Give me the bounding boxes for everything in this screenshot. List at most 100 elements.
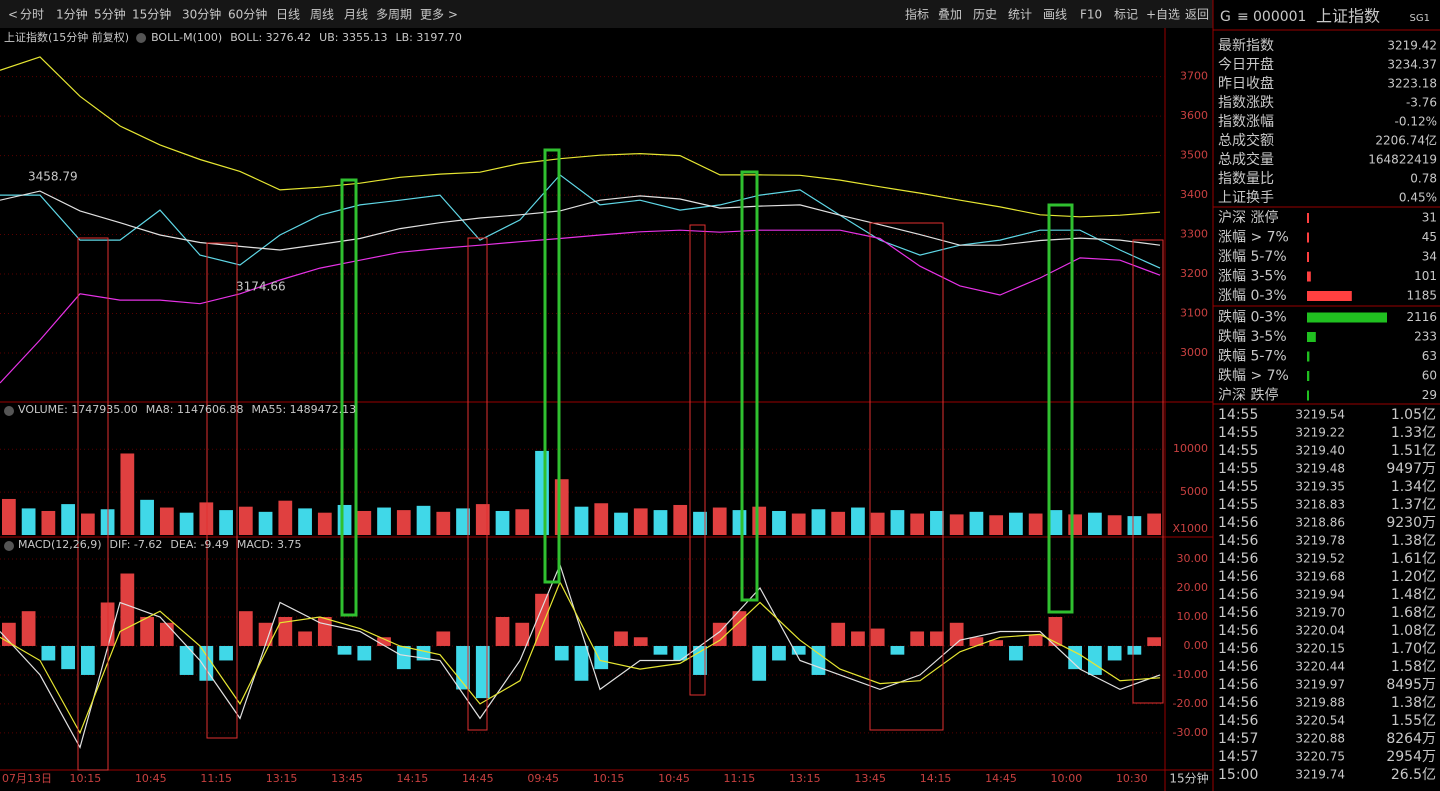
series-line <box>0 190 1161 251</box>
y-tick-label: 30.00 <box>1177 552 1209 565</box>
bar <box>791 513 806 535</box>
bar <box>416 645 431 661</box>
bar <box>554 479 569 535</box>
tool-button[interactable]: 画线 <box>1043 8 1067 22</box>
bar <box>752 645 767 681</box>
bar <box>515 622 530 646</box>
bar <box>1127 516 1142 535</box>
bar <box>1147 637 1161 646</box>
tick-time: 14:57 <box>1218 731 1258 747</box>
tick-amount: 1.55亿 <box>1391 713 1436 729</box>
red-box <box>77 237 109 771</box>
tick-time: 14:55 <box>1218 407 1258 423</box>
tick-time: 14:56 <box>1218 677 1258 693</box>
tick-amount: 26.5亿 <box>1391 767 1436 783</box>
tick-amount: 1.58亿 <box>1391 659 1436 675</box>
bar <box>1009 512 1023 535</box>
bar <box>396 645 411 670</box>
breadth-label: 沪深 涨停 <box>1218 209 1278 226</box>
tool-button[interactable]: +自选 <box>1146 8 1180 22</box>
breadth-bar <box>1307 371 1310 381</box>
period-tab[interactable]: 60分钟 <box>228 7 267 22</box>
bar <box>693 511 707 535</box>
bar <box>594 645 609 670</box>
breadth-bar <box>1307 232 1309 243</box>
x-tick-label: 10:00 <box>1051 772 1083 785</box>
legend-text: 上证指数(15分钟 前复权) <box>4 30 129 44</box>
stat-label: 上证换手 <box>1218 189 1274 206</box>
x-tick-label: 14:45 <box>462 772 494 785</box>
green-box <box>1047 203 1074 614</box>
breadth-label: 沪深 跌停 <box>1218 387 1278 404</box>
period-tab[interactable]: 1分钟 <box>56 7 88 22</box>
back-arrow[interactable]: < <box>8 8 18 22</box>
x-tick-label: 07月13日 <box>2 772 52 785</box>
series-line <box>0 229 1161 384</box>
red-boxes <box>77 222 1164 771</box>
tick-time: 14:56 <box>1218 713 1258 729</box>
breadth-bar <box>1307 390 1309 401</box>
indicator-toggle[interactable] <box>136 33 147 43</box>
legend-text: BOLL-M(100) <box>151 31 222 44</box>
panel-toggle[interactable] <box>4 406 14 416</box>
breadth-value: 1185 <box>1406 289 1437 303</box>
bar <box>258 622 273 646</box>
panel-toggle[interactable] <box>4 541 14 551</box>
stat-label: 总成交量 <box>1218 151 1274 168</box>
tool-button[interactable]: F10 <box>1080 8 1102 22</box>
bar <box>1028 634 1043 646</box>
bar <box>811 509 826 535</box>
tick-price: 3218.86 <box>1295 516 1345 530</box>
x-tick-label: 11:15 <box>724 772 756 785</box>
bar <box>732 510 747 535</box>
tick-time: 15:00 <box>1218 767 1258 783</box>
period-tab[interactable]: 15分钟 <box>132 7 171 22</box>
bar <box>772 645 786 661</box>
period-tab[interactable]: 5分钟 <box>94 7 126 22</box>
period-tab[interactable]: 月线 <box>344 8 368 22</box>
breadth-label: 涨幅 0-3% <box>1218 288 1287 304</box>
period-tab[interactable]: 周线 <box>310 8 334 22</box>
stat-label: 今日开盘 <box>1218 56 1274 73</box>
bar <box>633 637 648 646</box>
bar <box>1088 512 1102 535</box>
bar <box>831 511 846 535</box>
tool-button[interactable]: 历史 <box>973 8 997 22</box>
period-tab[interactable]: 日线 <box>276 8 300 22</box>
period-tab[interactable]: 多周期 <box>376 8 412 22</box>
tick-time: 14:56 <box>1218 605 1258 621</box>
period-tab[interactable]: 分时 <box>20 8 44 22</box>
tool-button[interactable]: 指标 <box>905 7 929 22</box>
bar <box>653 510 668 535</box>
tick-price: 3220.04 <box>1295 624 1345 638</box>
bar <box>317 616 332 646</box>
x-tick-label: 14:15 <box>397 772 429 785</box>
tick-price: 3219.94 <box>1295 588 1345 602</box>
green-box <box>543 148 561 584</box>
tick-amount: 8495万 <box>1386 677 1436 693</box>
breadth-label: 涨幅 3-5% <box>1218 269 1287 285</box>
tick-price: 3219.68 <box>1295 570 1345 584</box>
tick-amount: 1.51亿 <box>1391 443 1436 459</box>
stat-label: 指数量比 <box>1218 171 1274 187</box>
legend-text: VOLUME: 1747935.00 <box>18 403 138 416</box>
bar <box>238 611 253 646</box>
y-tick-label: 3200 <box>1180 267 1208 280</box>
period-tab[interactable]: 更多 > <box>420 8 458 22</box>
bar <box>890 645 905 655</box>
stat-label: 指数涨跌 <box>1218 95 1274 111</box>
tick-price: 3220.44 <box>1295 660 1345 674</box>
bar <box>436 631 451 646</box>
x-tick-label: 13:45 <box>331 772 363 785</box>
red-box <box>869 222 944 731</box>
tool-button[interactable]: 标记 <box>1114 8 1138 22</box>
y-tick-label: 3300 <box>1180 228 1208 241</box>
bar <box>80 645 95 675</box>
tool-button[interactable]: 统计 <box>1008 8 1032 22</box>
tool-button[interactable]: 叠加 <box>938 8 962 22</box>
bar <box>120 453 135 535</box>
tool-button[interactable]: 返回 <box>1185 8 1209 22</box>
stat-value: 0.78 <box>1410 172 1437 186</box>
period-tab[interactable]: 30分钟 <box>182 7 221 22</box>
